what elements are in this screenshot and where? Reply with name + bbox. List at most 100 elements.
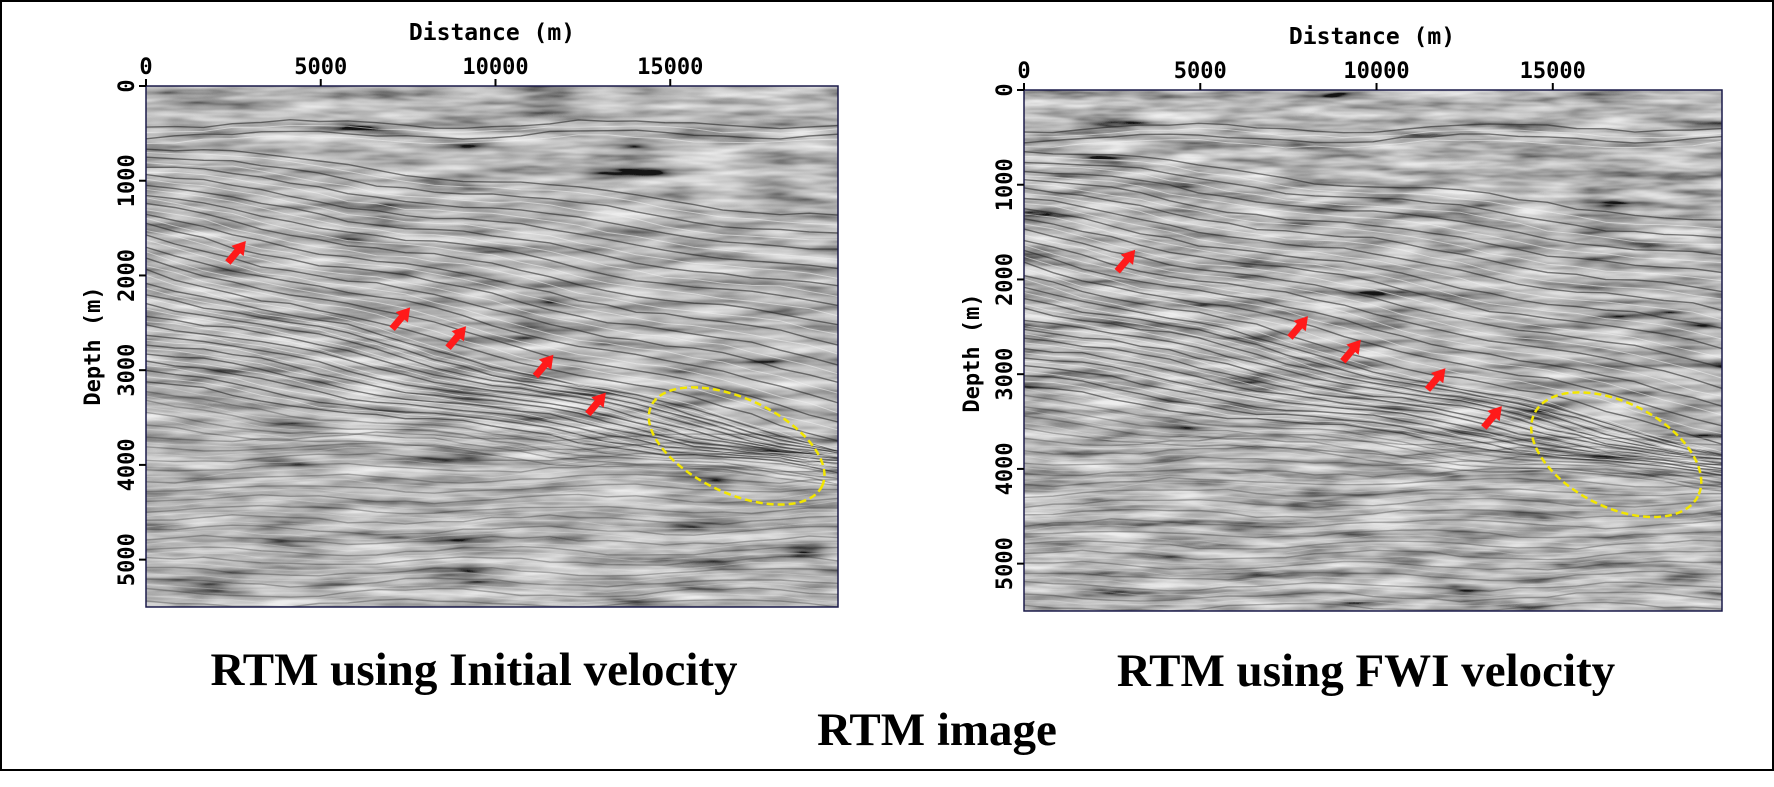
reflector-line bbox=[146, 194, 838, 307]
reflector-line bbox=[146, 431, 838, 443]
reflector-line bbox=[1024, 570, 1722, 582]
reflector-line bbox=[1024, 481, 1722, 493]
reflector-line bbox=[1024, 203, 1722, 321]
y-tick-label: 0 bbox=[115, 79, 140, 92]
reflector-line bbox=[146, 156, 838, 234]
right-panel: 0 5000 10000 15000 0 1000 2000 3000 4000 5000 Dis… bbox=[960, 24, 1723, 697]
reflector-line bbox=[1024, 508, 1722, 519]
y-tick-label: 2000 bbox=[993, 253, 1018, 306]
reflector-line bbox=[146, 555, 838, 566]
reflector-line bbox=[1024, 513, 1722, 524]
reflector-line bbox=[1024, 534, 1722, 546]
reflector-line bbox=[146, 197, 838, 317]
reflector-line bbox=[1024, 476, 1722, 488]
reflector-line bbox=[1024, 422, 1722, 489]
reflector-line bbox=[146, 411, 838, 486]
reflector-line bbox=[146, 534, 838, 546]
x-tick-label: 5000 bbox=[1174, 59, 1227, 84]
left-axes: 0 5000 10000 15000 0 1000 2000 3000 4000 5000 bbox=[115, 55, 703, 586]
yellow-dashed-ellipse bbox=[1529, 391, 1703, 519]
reflector-line bbox=[146, 452, 838, 463]
right-overlay bbox=[1114, 249, 1703, 519]
reflector-line bbox=[1024, 312, 1722, 458]
reflector-line bbox=[146, 308, 838, 455]
red-arrow bbox=[532, 354, 554, 379]
reflector-line bbox=[1024, 278, 1722, 453]
reflector-line bbox=[146, 251, 838, 414]
reflector-line bbox=[146, 365, 838, 467]
x-tick-label: 5000 bbox=[294, 55, 347, 80]
y-tick-label: 1000 bbox=[993, 158, 1018, 211]
reflector-line bbox=[146, 257, 838, 423]
y-tick-label: 5000 bbox=[993, 537, 1018, 590]
reflector-line bbox=[1024, 161, 1722, 239]
reflector-line bbox=[1024, 539, 1722, 550]
reflector-line bbox=[1024, 286, 1722, 456]
reflector-line bbox=[1024, 364, 1722, 470]
left-panel-title: RTM using Initial velocity bbox=[210, 644, 738, 696]
reflector-line bbox=[1024, 218, 1722, 350]
reflector-line bbox=[146, 315, 838, 456]
reflector-line bbox=[146, 425, 838, 437]
right-xlabel: Distance (m) bbox=[1289, 24, 1455, 50]
reflector-line bbox=[1024, 208, 1722, 329]
reflector-line bbox=[1024, 375, 1722, 472]
reflector-line bbox=[146, 118, 838, 130]
reflector-line bbox=[1024, 179, 1722, 274]
reflector-line bbox=[1024, 529, 1722, 539]
reflector-line bbox=[1024, 337, 1722, 463]
reflector-line bbox=[1024, 193, 1722, 300]
reflector-line bbox=[1024, 450, 1722, 462]
reflector-line bbox=[146, 152, 838, 226]
reflector-line bbox=[1024, 183, 1722, 282]
red-arrow bbox=[225, 241, 246, 265]
y-tick-label: 4000 bbox=[115, 438, 140, 491]
reflector-line bbox=[146, 498, 838, 510]
reflector-line bbox=[1024, 352, 1722, 466]
reflector-line bbox=[146, 381, 838, 474]
reflector-line bbox=[1024, 155, 1722, 230]
reflector-line bbox=[146, 246, 838, 404]
left-overlay bbox=[225, 241, 826, 506]
reflector-line bbox=[1024, 325, 1722, 459]
red-arrow bbox=[585, 392, 606, 417]
reflector-line bbox=[1024, 228, 1722, 369]
reflector-line bbox=[1024, 234, 1722, 379]
reflector-line bbox=[1024, 472, 1722, 483]
reflector-line bbox=[1024, 493, 1722, 504]
reflector-line bbox=[146, 441, 838, 452]
reflector-line bbox=[146, 376, 838, 470]
reflector-line bbox=[146, 344, 838, 460]
right-ylabel: Depth (m) bbox=[960, 293, 985, 412]
reflector-line bbox=[1024, 256, 1722, 416]
reflector-line bbox=[1024, 601, 1722, 611]
reflector-line bbox=[146, 297, 838, 453]
left-xlabel: Distance (m) bbox=[409, 20, 575, 46]
reflector-line bbox=[146, 189, 838, 297]
reflector-line bbox=[1024, 261, 1722, 427]
reflector-line bbox=[146, 593, 838, 604]
reflector-line bbox=[1024, 544, 1722, 556]
reflector-line bbox=[1024, 434, 1722, 447]
reflector-line bbox=[146, 339, 838, 458]
reflector-line bbox=[146, 166, 838, 250]
right-seismic-texture bbox=[1024, 90, 1722, 611]
right-reflectors bbox=[1024, 122, 1722, 611]
reflector-line bbox=[1024, 239, 1722, 390]
x-tick-label: 15000 bbox=[1520, 59, 1586, 84]
reflector-line bbox=[146, 436, 838, 448]
reflector-line bbox=[146, 282, 838, 453]
reflector-line bbox=[1024, 333, 1722, 463]
reflector-line bbox=[1024, 388, 1722, 479]
reflector-line bbox=[146, 321, 838, 456]
figure-title: RTM image bbox=[817, 704, 1057, 756]
reflector-line bbox=[1024, 292, 1722, 457]
reflector-line bbox=[146, 395, 838, 479]
reflector-line bbox=[1024, 133, 1722, 144]
reflector-line bbox=[146, 268, 838, 442]
yellow-dashed-ellipse bbox=[647, 386, 826, 506]
reflector-line bbox=[146, 239, 838, 394]
reflector-line bbox=[146, 581, 838, 593]
left-panel: 0 5000 10000 15000 0 1000 2000 3000 4000 5000 Dis… bbox=[81, 20, 839, 696]
reflector-line bbox=[146, 504, 838, 515]
